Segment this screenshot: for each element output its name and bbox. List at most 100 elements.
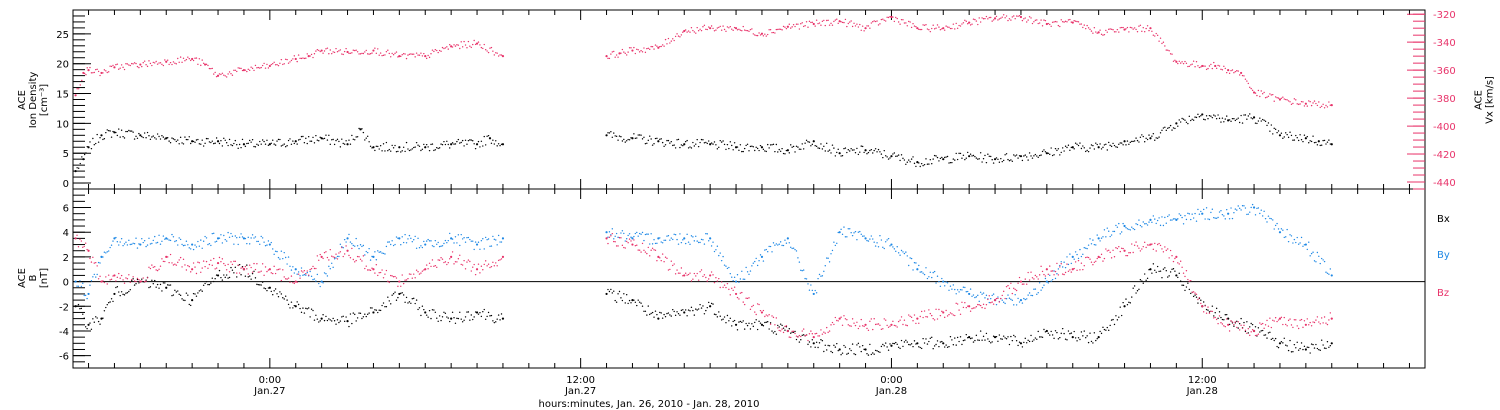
velocity-sample bbox=[756, 34, 759, 37]
b-bz-sample bbox=[899, 319, 901, 321]
velocity-sample bbox=[615, 54, 618, 56]
velocity-sample bbox=[1200, 66, 1202, 68]
b-bz-sample bbox=[237, 264, 239, 266]
b-bz-sample bbox=[138, 278, 140, 281]
b-bz-sample bbox=[669, 268, 671, 271]
b-bx-sample bbox=[192, 292, 195, 295]
b-bz-sample bbox=[338, 252, 340, 254]
velocity-sample bbox=[754, 34, 756, 36]
velocity-sample bbox=[1135, 28, 1137, 31]
b-by-sample bbox=[1223, 215, 1225, 217]
velocity-sample bbox=[961, 23, 963, 25]
b-bx-sample bbox=[489, 315, 491, 317]
b-by-sample bbox=[469, 238, 471, 241]
b-bz-sample bbox=[867, 329, 870, 332]
b-by-sample bbox=[1074, 251, 1077, 253]
density-sample bbox=[1287, 136, 1290, 139]
b-bz-sample bbox=[998, 301, 1001, 303]
b-bz-sample bbox=[307, 274, 310, 276]
b-by-sample bbox=[1244, 207, 1247, 209]
velocity-sample bbox=[1325, 104, 1327, 107]
density-sample bbox=[703, 142, 706, 144]
density-sample bbox=[638, 134, 641, 136]
b-bx-sample bbox=[392, 293, 395, 295]
velocity-sample bbox=[1129, 26, 1132, 29]
velocity-sample bbox=[686, 31, 688, 33]
velocity-sample bbox=[156, 63, 159, 65]
b-by-sample bbox=[329, 267, 331, 270]
b-bz-sample bbox=[846, 319, 848, 321]
b-bz-sample bbox=[695, 275, 697, 277]
density-sample bbox=[887, 158, 890, 160]
velocity-sample bbox=[726, 26, 729, 28]
b-bx-sample bbox=[781, 324, 783, 327]
b-by-sample bbox=[915, 262, 917, 264]
b-bz-sample bbox=[1158, 242, 1160, 245]
b-bz-sample bbox=[884, 319, 887, 321]
velocity-sample bbox=[847, 22, 849, 25]
density-sample bbox=[782, 152, 785, 155]
b-bz-sample bbox=[692, 278, 694, 280]
b-bz-sample bbox=[195, 272, 198, 275]
b-bx-sample bbox=[272, 293, 274, 296]
b-by-sample bbox=[358, 247, 360, 250]
density-sample bbox=[500, 143, 503, 146]
b-bx-sample bbox=[345, 316, 347, 318]
b-bz-sample bbox=[438, 259, 441, 261]
density-sample bbox=[1162, 127, 1165, 129]
b-bz-sample bbox=[213, 257, 215, 260]
density-sample bbox=[663, 145, 665, 148]
velocity-sample bbox=[492, 50, 494, 52]
b-bx-sample bbox=[925, 338, 927, 340]
b-by-sample bbox=[1087, 244, 1090, 246]
density-sample bbox=[438, 147, 441, 149]
b-by-sample bbox=[433, 245, 435, 248]
density-sample bbox=[480, 140, 483, 142]
b-bx-sample bbox=[354, 313, 356, 316]
b-bz-sample bbox=[722, 286, 724, 289]
b-by-sample bbox=[1005, 298, 1008, 300]
b-by-sample bbox=[741, 270, 743, 272]
density-sample bbox=[608, 132, 611, 134]
velocity-sample bbox=[919, 28, 921, 31]
velocity-sample bbox=[926, 28, 929, 30]
b-bx-sample bbox=[1302, 348, 1304, 351]
b-bx-sample bbox=[463, 319, 465, 321]
b-bx-sample bbox=[687, 309, 690, 311]
b-bz-sample bbox=[863, 325, 865, 328]
b-bz-sample bbox=[1318, 321, 1320, 323]
b-bz-sample bbox=[679, 272, 681, 274]
b-bx-sample bbox=[1024, 337, 1026, 340]
b-bz-sample bbox=[1076, 269, 1078, 272]
b-by-sample bbox=[305, 274, 307, 276]
velocity-sample bbox=[95, 68, 97, 71]
b-bz-sample bbox=[984, 307, 986, 310]
b-bx-sample bbox=[1246, 321, 1248, 323]
b-bz-sample bbox=[792, 330, 795, 333]
b-by-sample bbox=[1128, 228, 1130, 231]
b-bz-sample bbox=[326, 256, 329, 259]
velocity-sample bbox=[831, 24, 834, 26]
density-sample bbox=[674, 147, 677, 149]
density-sample bbox=[731, 144, 733, 147]
density-sample bbox=[329, 143, 331, 146]
density-sample bbox=[238, 143, 241, 146]
b-bz-sample bbox=[224, 264, 226, 267]
velocity-sample bbox=[1136, 31, 1139, 33]
b-bz-sample bbox=[486, 265, 488, 267]
velocity-sample bbox=[1204, 65, 1206, 67]
b-bx-sample bbox=[1323, 347, 1326, 349]
b-by-sample bbox=[1125, 227, 1127, 229]
velocity-sample bbox=[421, 55, 424, 57]
b-bz-point bbox=[838, 317, 841, 320]
b-by-sample bbox=[227, 231, 229, 234]
b-bx-sample bbox=[892, 342, 894, 345]
velocity-sample bbox=[171, 63, 173, 66]
b-by-sample bbox=[335, 257, 337, 259]
b-by-sample bbox=[827, 257, 829, 259]
b-bx-sample bbox=[1108, 329, 1110, 332]
b-by-sample bbox=[826, 257, 828, 259]
b-bx-sample bbox=[480, 315, 483, 318]
velocity-sample bbox=[1276, 96, 1278, 99]
b-bz-sample bbox=[415, 269, 418, 271]
